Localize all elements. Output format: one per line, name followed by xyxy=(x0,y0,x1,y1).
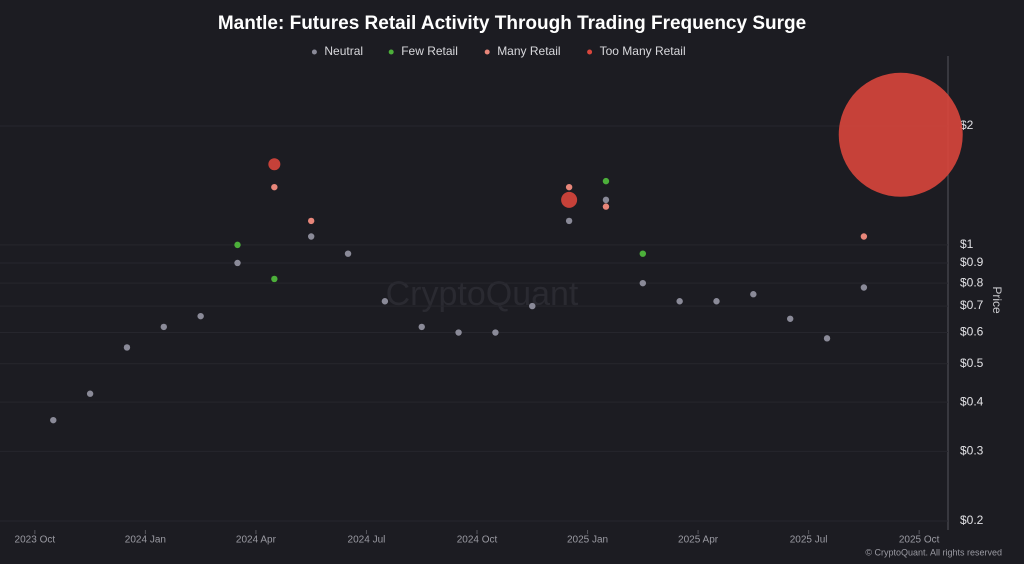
point xyxy=(602,177,610,185)
point xyxy=(307,217,315,225)
y-tick-label: $0.3 xyxy=(960,444,984,458)
x-tick-label: 2024 Jul xyxy=(348,535,386,546)
y-axis-title: Price xyxy=(990,286,1004,314)
point xyxy=(271,275,278,283)
legend-label: Neutral xyxy=(324,44,363,58)
point xyxy=(639,279,647,287)
y-tick-label: $0.7 xyxy=(960,298,984,312)
legend-marker xyxy=(311,49,317,55)
point xyxy=(234,259,241,267)
x-tick-label: 2025 Oct xyxy=(899,535,940,546)
point xyxy=(307,233,315,240)
point xyxy=(529,302,536,310)
y-tick-label: $0.4 xyxy=(960,394,984,408)
legend-label: Too Many Retail xyxy=(600,44,686,58)
bubble xyxy=(838,72,963,197)
x-tick-label: 2023 Oct xyxy=(15,535,56,546)
point xyxy=(455,329,462,336)
x-tick-label: 2024 Oct xyxy=(457,535,498,546)
point xyxy=(50,416,57,424)
point xyxy=(418,323,425,331)
legend-marker xyxy=(388,49,394,55)
point xyxy=(639,250,647,257)
point xyxy=(197,312,204,320)
x-tick-label: 2024 Apr xyxy=(236,535,277,546)
point xyxy=(860,233,868,240)
point xyxy=(492,329,499,336)
y-tick-label: $0.2 xyxy=(960,513,984,527)
point xyxy=(271,183,278,191)
point xyxy=(234,241,241,249)
point xyxy=(860,284,868,291)
legend-marker xyxy=(587,49,593,55)
x-tick-label: 2024 Jan xyxy=(125,535,166,546)
point xyxy=(750,291,757,298)
bubble xyxy=(561,191,578,208)
legend-label: Many Retail xyxy=(497,44,560,58)
y-tick-label: $1 xyxy=(960,237,974,251)
point xyxy=(713,298,720,305)
y-tick-label: $2 xyxy=(960,118,974,132)
point xyxy=(565,183,573,191)
point xyxy=(344,250,352,257)
legend-label: Few Retail xyxy=(401,44,458,58)
x-tick-label: 2025 Jul xyxy=(790,535,828,546)
bubble xyxy=(268,158,281,171)
x-tick-label: 2025 Apr xyxy=(678,535,719,546)
y-tick-label: $0.9 xyxy=(960,255,984,269)
point xyxy=(86,390,94,397)
point xyxy=(786,315,794,322)
chart-title: Mantle: Futures Retail Activity Through … xyxy=(218,13,806,34)
credit: © CryptoQuant. All rights reserved xyxy=(865,547,1002,557)
legend-marker xyxy=(484,49,490,55)
y-tick-label: $0.6 xyxy=(960,325,984,339)
point xyxy=(602,196,610,204)
y-tick-label: $0.5 xyxy=(960,356,984,370)
point xyxy=(676,298,683,305)
watermark: CryptoQuant xyxy=(386,275,579,313)
point xyxy=(381,298,389,305)
point xyxy=(823,335,831,342)
y-tick-label: $0.8 xyxy=(960,275,984,289)
x-tick-label: 2025 Jan xyxy=(567,535,608,546)
point xyxy=(602,203,610,210)
point xyxy=(160,323,168,331)
point xyxy=(565,217,573,225)
point xyxy=(123,344,131,351)
